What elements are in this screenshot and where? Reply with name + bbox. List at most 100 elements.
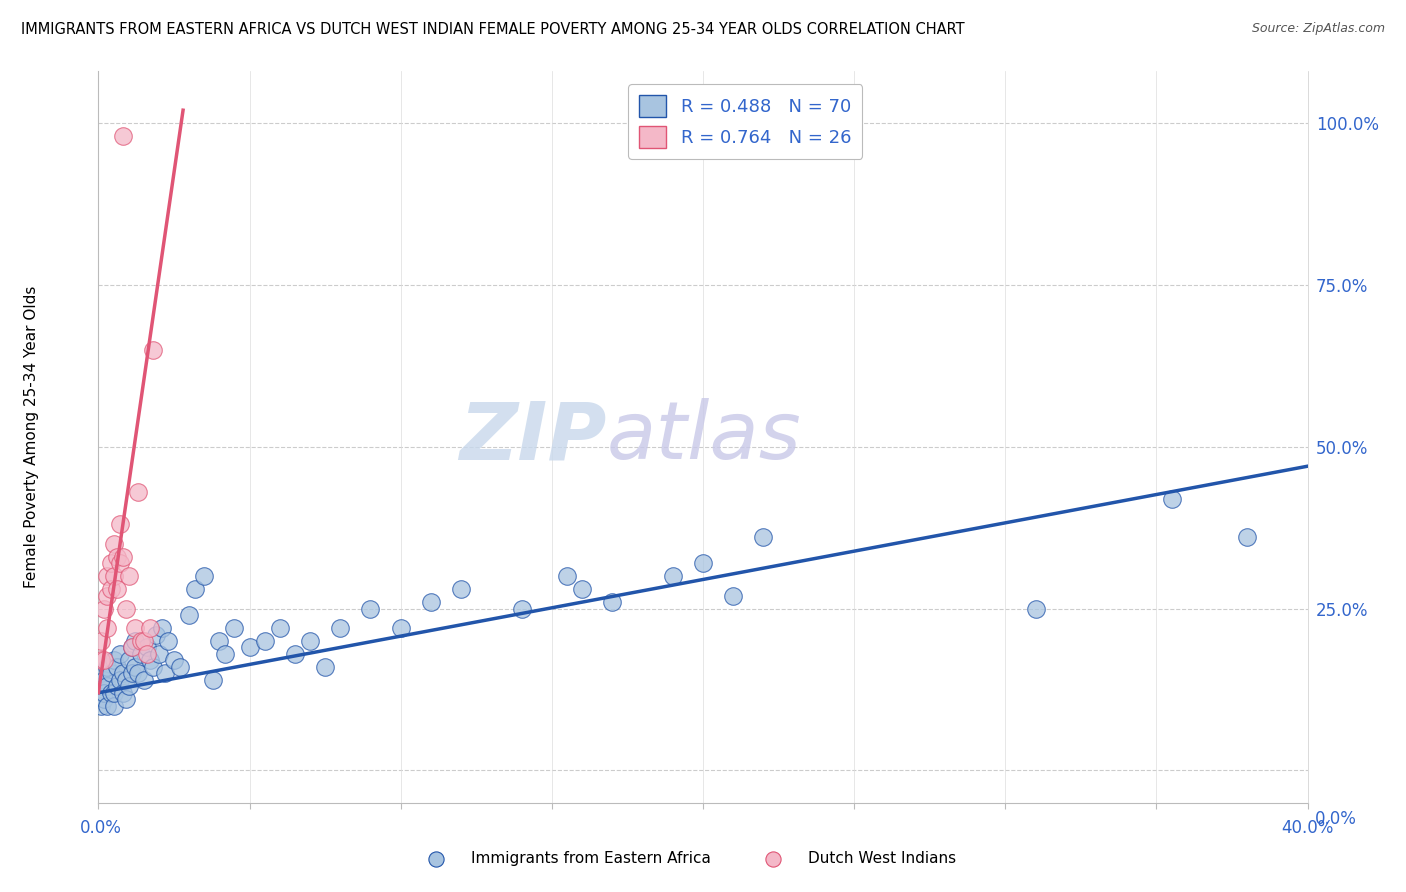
- Point: [96, 569, 118, 583]
- Point: [121, 640, 143, 655]
- Text: 0.0%: 0.0%: [1315, 810, 1357, 828]
- Text: atlas: atlas: [606, 398, 801, 476]
- Point: [214, 647, 236, 661]
- Point: [510, 601, 533, 615]
- Text: ZIP: ZIP: [458, 398, 606, 476]
- Text: 40.0%: 40.0%: [1281, 819, 1334, 837]
- Point: [111, 666, 134, 681]
- Text: 0.0%: 0.0%: [80, 819, 122, 837]
- Point: [114, 673, 136, 687]
- Point: [139, 621, 162, 635]
- Point: [202, 673, 225, 687]
- Point: [108, 673, 131, 687]
- Point: [129, 634, 152, 648]
- Point: [329, 621, 352, 635]
- Point: [571, 582, 593, 597]
- Point: [103, 537, 125, 551]
- Point: [105, 549, 128, 564]
- Point: [103, 686, 125, 700]
- Point: [114, 601, 136, 615]
- Point: [555, 569, 578, 583]
- Point: [193, 569, 215, 583]
- Text: IMMIGRANTS FROM EASTERN AFRICA VS DUTCH WEST INDIAN FEMALE POVERTY AMONG 25-34 Y: IMMIGRANTS FROM EASTERN AFRICA VS DUTCH …: [21, 22, 965, 37]
- Point: [662, 569, 685, 583]
- Point: [90, 698, 112, 713]
- Legend: R = 0.488   N = 70, R = 0.764   N = 26: R = 0.488 N = 70, R = 0.764 N = 26: [628, 84, 862, 159]
- Point: [124, 634, 146, 648]
- Point: [100, 686, 122, 700]
- Point: [163, 653, 186, 667]
- Point: [420, 595, 443, 609]
- Point: [124, 660, 146, 674]
- Point: [208, 634, 231, 648]
- Point: [269, 621, 291, 635]
- Point: [103, 653, 125, 667]
- Point: [96, 621, 118, 635]
- Point: [111, 686, 134, 700]
- Point: [118, 569, 141, 583]
- Point: [142, 343, 165, 357]
- Point: [253, 634, 276, 648]
- Point: [90, 653, 112, 667]
- Point: [1024, 601, 1046, 615]
- Point: [111, 129, 134, 144]
- Point: [129, 647, 152, 661]
- Point: [103, 698, 125, 713]
- Point: [90, 666, 112, 681]
- Point: [96, 679, 118, 693]
- Point: [118, 653, 141, 667]
- Point: [1236, 530, 1258, 544]
- Point: [156, 634, 179, 648]
- Point: [145, 627, 167, 641]
- Point: [314, 660, 336, 674]
- Text: Female Poverty Among 25-34 Year Olds: Female Poverty Among 25-34 Year Olds: [24, 286, 39, 588]
- Point: [150, 621, 173, 635]
- Point: [127, 666, 149, 681]
- Point: [100, 666, 122, 681]
- Point: [93, 673, 115, 687]
- Point: [450, 582, 472, 597]
- Point: [360, 601, 382, 615]
- Point: [93, 653, 115, 667]
- Point: [132, 634, 155, 648]
- Point: [153, 666, 176, 681]
- Point: [118, 679, 141, 693]
- Point: [105, 582, 128, 597]
- Point: [299, 634, 322, 648]
- Point: [90, 679, 112, 693]
- Point: [139, 653, 162, 667]
- Point: [148, 647, 170, 661]
- Point: [93, 601, 115, 615]
- Point: [135, 640, 157, 655]
- Point: [723, 589, 745, 603]
- Point: [602, 595, 624, 609]
- Point: [96, 698, 118, 713]
- Point: [90, 634, 112, 648]
- Point: [108, 647, 131, 661]
- Point: [132, 673, 155, 687]
- Point: [179, 608, 201, 623]
- Point: [1160, 491, 1182, 506]
- Point: [692, 557, 714, 571]
- Text: Source: ZipAtlas.com: Source: ZipAtlas.com: [1251, 22, 1385, 36]
- Point: [108, 557, 131, 571]
- Point: [96, 660, 118, 674]
- Text: Dutch West Indians: Dutch West Indians: [808, 851, 956, 866]
- Point: [121, 666, 143, 681]
- Point: [105, 679, 128, 693]
- Point: [239, 640, 262, 655]
- Point: [93, 686, 115, 700]
- Point: [121, 640, 143, 655]
- Point: [124, 621, 146, 635]
- Point: [93, 692, 115, 706]
- Point: [169, 660, 191, 674]
- Point: [108, 517, 131, 532]
- Point: [389, 621, 412, 635]
- Point: [224, 621, 246, 635]
- Point: [111, 549, 134, 564]
- Point: [127, 485, 149, 500]
- Text: Immigrants from Eastern Africa: Immigrants from Eastern Africa: [471, 851, 711, 866]
- Point: [284, 647, 307, 661]
- Point: [103, 569, 125, 583]
- Point: [184, 582, 207, 597]
